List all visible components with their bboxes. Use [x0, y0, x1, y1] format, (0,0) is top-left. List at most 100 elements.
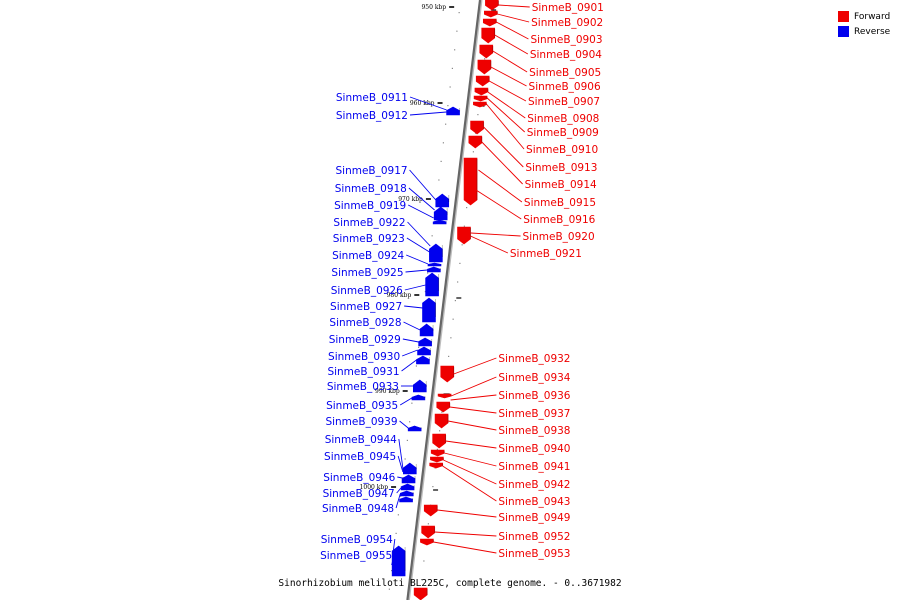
minor-tick-right: [436, 448, 438, 450]
forward-gene-label: SinmeB_0932: [498, 353, 570, 365]
reverse-leader: [391, 554, 395, 566]
reverse-leader: [392, 538, 396, 553]
reverse-gene: [422, 297, 436, 323]
reverse-leader: [407, 204, 434, 219]
reverse-gene: [425, 272, 439, 297]
reverse-gene-label: SinmeB_0919: [334, 200, 406, 212]
reverse-gene-label: SinmeB_0931: [327, 366, 399, 378]
reverse-gene: [399, 490, 414, 497]
forward-leader: [449, 406, 497, 414]
reverse-gene: [433, 206, 448, 221]
legend-reverse: Reverse: [838, 24, 890, 39]
reverse-gene-label: SinmeB_0924: [332, 250, 404, 262]
forward-leader: [490, 66, 527, 87]
forward-leader: [445, 440, 497, 449]
forward-gene-label: SinmeB_0908: [527, 113, 599, 125]
forward-gene-label: SinmeB_0940: [498, 443, 570, 455]
forward-leader: [475, 189, 522, 220]
forward-leader: [492, 50, 528, 73]
gene-labels: SinmeB_0901 SinmeB_0902 SinmeB_0903 SinmeB_…: [320, 2, 604, 562]
minor-tick-right: [484, 58, 486, 60]
backbone-line: [406, 0, 482, 600]
forward-gene: [432, 433, 446, 449]
forward-gene: [474, 87, 489, 96]
minor-tick-right: [432, 486, 434, 488]
reverse-leader: [396, 487, 402, 494]
reverse-leader: [406, 237, 430, 253]
backbone-shadow: [407, 0, 483, 600]
forward-leader: [447, 420, 497, 431]
legend-forward-swatch: [838, 11, 849, 22]
reverse-leader: [398, 438, 404, 471]
reverse-gene-label: SinmeB_0930: [328, 351, 400, 363]
minor-tick-left: [442, 142, 444, 144]
forward-leader: [450, 376, 497, 397]
forward-leader: [487, 91, 526, 119]
reverse-gene: [427, 266, 441, 273]
minor-tick-right: [427, 523, 429, 525]
forward-gene: [440, 365, 455, 383]
legend: Forward Reverse: [838, 9, 890, 39]
reverse-gene: [418, 337, 432, 347]
forward-gene-label: SinmeB_0938: [498, 425, 570, 437]
forward-gene: [413, 587, 428, 600]
forward-leader: [443, 459, 497, 485]
reverse-gene-label: SinmeB_0939: [325, 416, 397, 428]
forward-leader: [442, 465, 497, 502]
reverse-leader: [404, 284, 426, 291]
forward-gene: [430, 456, 444, 463]
forward-leader: [470, 232, 521, 237]
reverse-gene-label: SinmeB_0948: [322, 503, 394, 515]
forward-leader: [444, 452, 497, 467]
forward-gene-label: SinmeB_0902: [531, 17, 603, 29]
minor-tick-left: [395, 532, 397, 534]
legend-reverse-swatch: [838, 26, 849, 37]
minor-tick-right: [463, 225, 465, 227]
forward-leader: [437, 509, 497, 518]
reverse-gene-label: SinmeB_0944: [325, 434, 397, 446]
forward-gene-label: SinmeB_0952: [498, 531, 570, 543]
minor-tick-right: [472, 151, 474, 153]
reverse-leader: [409, 169, 437, 201]
forward-leader: [486, 103, 525, 150]
reverse-gene: [391, 545, 406, 577]
major-ticks: 950 kbp 960 kbp 970 kbp 980 kbp 990 kbp 1000 …: [360, 4, 497, 491]
minor-tick-right: [421, 579, 423, 581]
forward-gene: [475, 75, 490, 87]
forward-gene: [479, 44, 494, 59]
forward-gene: [430, 449, 445, 457]
minor-tick-right: [459, 262, 461, 264]
reverse-gene-label: SinmeB_0917: [335, 165, 407, 177]
minor-tick-left: [447, 105, 449, 107]
reverse-gene-label: SinmeB_0929: [329, 334, 401, 346]
minor-tick-right: [466, 207, 468, 209]
minor-tick-left: [388, 588, 390, 590]
major-tick-label: 990 kbp: [375, 388, 400, 395]
reverse-leader: [397, 455, 404, 473]
minor-tick-left: [409, 421, 411, 423]
reverse-leader: [408, 187, 435, 211]
minor-tick-left: [404, 458, 406, 460]
reverse-leader: [407, 221, 431, 247]
reverse-gene-label: SinmeB_0928: [329, 317, 401, 329]
reverse-gene: [416, 355, 430, 365]
reverse-gene: [432, 219, 447, 225]
forward-gene-label: SinmeB_0921: [510, 248, 582, 260]
forward-leader: [481, 141, 523, 185]
forward-leader: [494, 34, 529, 55]
major-tick-label: 970 kbp: [398, 196, 423, 203]
reverse-leader: [405, 269, 428, 273]
reverse-gene: [400, 483, 415, 491]
minor-tick-right: [450, 337, 452, 339]
minor-tick-left: [411, 402, 413, 404]
minor-tick-right: [461, 244, 463, 246]
forward-gene: [463, 157, 478, 206]
forward-gene: [484, 10, 498, 18]
reverse-gene: [446, 106, 460, 116]
reverse-gene-label: SinmeB_0911: [336, 92, 408, 104]
reverse-gene: [435, 193, 450, 208]
reverse-gene-label: SinmeB_0926: [331, 285, 403, 297]
forward-gene-label: SinmeB_0910: [526, 144, 598, 156]
forward-leader: [498, 4, 530, 8]
forward-leader: [450, 394, 497, 401]
